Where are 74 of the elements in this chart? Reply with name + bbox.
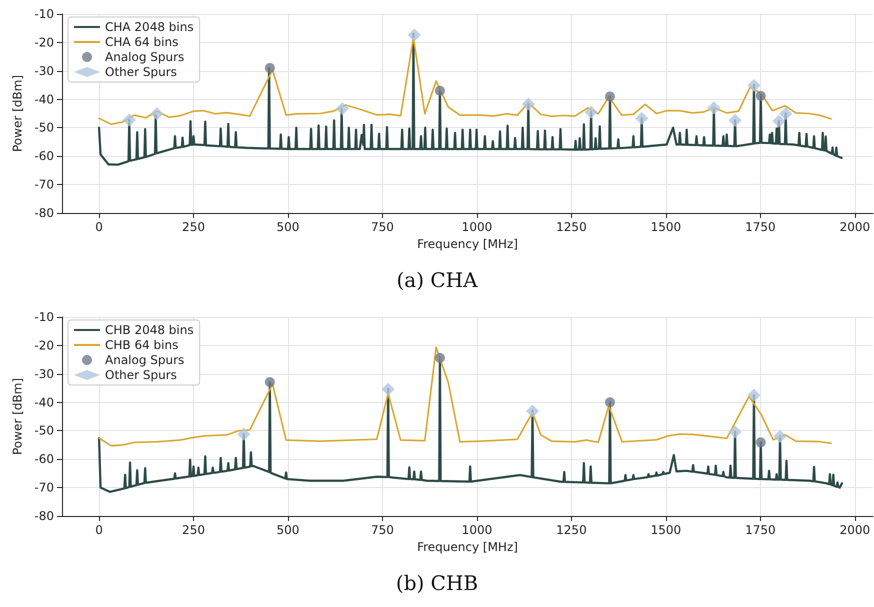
point: [756, 90, 766, 101]
point: [728, 114, 742, 127]
x-tick-label: 1750: [745, 523, 776, 537]
y-tick-label: -40: [34, 395, 54, 410]
x-tick-label: 1500: [650, 523, 682, 537]
x-tick-label: 2000: [840, 523, 870, 537]
point: [526, 404, 539, 418]
y-tick-label: -20: [34, 338, 54, 352]
x-tick-label: 500: [276, 220, 300, 234]
x-tick-label: 500: [276, 523, 300, 537]
y-tick-label: -80: [34, 509, 54, 523]
point: [408, 28, 421, 42]
point: [779, 107, 792, 120]
x-tick-label: 750: [371, 523, 394, 537]
point: [604, 397, 615, 408]
x-tick-label: 250: [182, 523, 205, 537]
y-tick-label: -20: [34, 35, 54, 50]
legend-label: CHA 2048 bins: [105, 20, 194, 34]
y-axis-title: Power [dBm]: [10, 75, 24, 152]
x-tick-label: 1000: [462, 220, 492, 234]
legend-label: Other Spurs: [105, 368, 177, 382]
y-tick-label: -70: [34, 480, 54, 495]
point: [434, 86, 445, 96]
x-tick-label: 1750: [745, 220, 776, 234]
x-tick-label: 1250: [556, 220, 587, 234]
y-tick-label: -60: [34, 452, 54, 466]
y-tick-label: -40: [34, 92, 54, 106]
legend-label: CHB 64 bins: [105, 338, 178, 352]
legend-label: CHB 2048 bins: [105, 323, 194, 337]
x-tick-label: 750: [371, 220, 394, 234]
x-tick-label: 250: [182, 220, 205, 234]
point: [747, 388, 760, 402]
text: (a) CHA: [396, 268, 478, 292]
y-tick-label: -10: [34, 310, 54, 324]
point: [728, 425, 742, 438]
point: [584, 106, 598, 119]
legend-label: Other Spurs: [105, 65, 177, 79]
point: [264, 63, 275, 74]
point: [237, 428, 250, 441]
point: [604, 91, 615, 102]
y-tick-label: -50: [34, 120, 54, 135]
y-tick-label: -70: [34, 178, 54, 192]
x-tick-label: 1000: [462, 523, 492, 537]
legend-label: Analog Spurs: [105, 353, 184, 367]
point: [336, 102, 349, 116]
point: [434, 352, 445, 363]
point: [747, 78, 760, 92]
y-tick-label: -60: [34, 149, 54, 164]
x-axis-title: Frequency [MHz]: [417, 540, 518, 554]
point: [264, 377, 275, 388]
x-tick-label: 0: [95, 220, 103, 234]
point: [382, 382, 395, 396]
point: [774, 430, 787, 443]
x-tick-label: 0: [95, 523, 103, 537]
point: [772, 114, 786, 128]
x-tick-label: 1250: [556, 523, 587, 537]
point: [707, 101, 720, 114]
point: [522, 98, 535, 111]
y-tick-label: -80: [34, 206, 54, 220]
y-tick-label: -30: [34, 64, 54, 78]
y-axis-title: Power [dBm]: [10, 378, 24, 455]
legend-label: Analog Spurs: [105, 50, 184, 64]
text: (b) CHB: [396, 571, 478, 595]
point: [122, 114, 136, 127]
y-tick-label: -30: [34, 366, 54, 381]
legend-label: CHA 64 bins: [105, 35, 178, 49]
point: [756, 437, 766, 448]
x-tick-label: 1500: [650, 220, 682, 234]
y-tick-label: -50: [34, 424, 54, 438]
x-tick-label: 2000: [840, 220, 870, 234]
point: [635, 112, 648, 125]
y-tick-label: -10: [34, 7, 54, 21]
x-axis-title: Frequency [MHz]: [417, 236, 518, 251]
point: [150, 107, 164, 120]
